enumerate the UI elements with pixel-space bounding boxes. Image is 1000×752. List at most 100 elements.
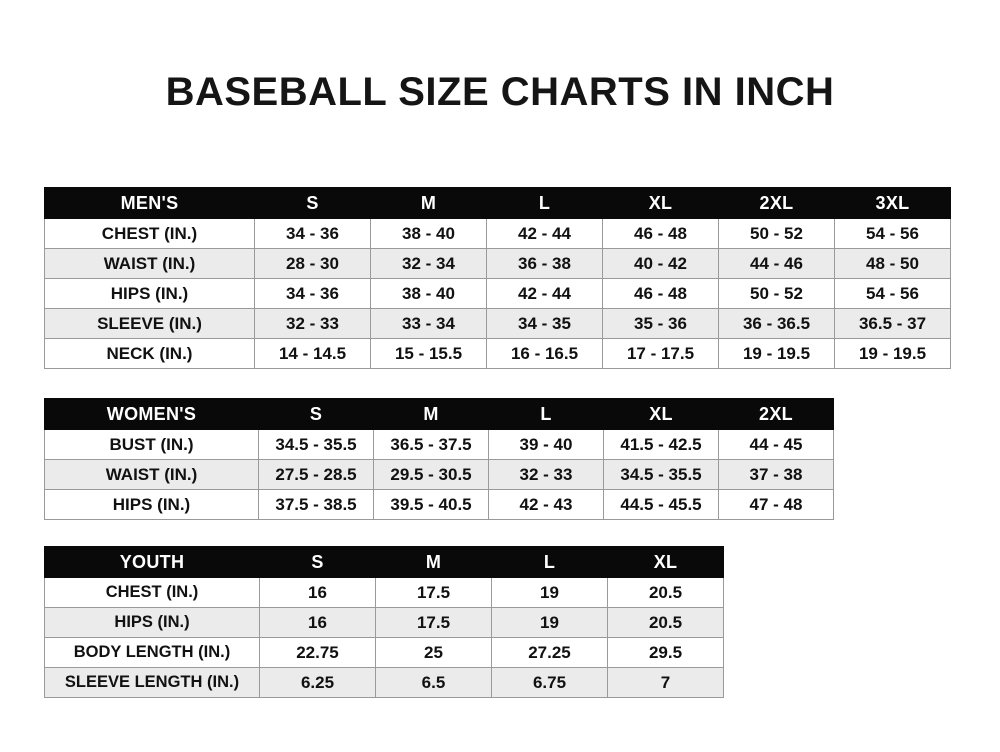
mens-header-size-xl: XL <box>602 187 719 219</box>
cell-value: 47 - 48 <box>718 489 834 520</box>
cell-value: 44 - 46 <box>718 248 835 279</box>
row-label: NECK (IN.) <box>44 338 255 369</box>
row-label: SLEEVE LENGTH (IN.) <box>44 667 260 698</box>
cell-value: 19 - 19.5 <box>718 338 835 369</box>
cell-value: 36.5 - 37 <box>834 308 951 339</box>
cell-value: 36 - 38 <box>486 248 603 279</box>
table-row: SLEEVE (IN.) 32 - 33 33 - 34 34 - 35 35 … <box>44 308 951 339</box>
cell-value: 34 - 35 <box>486 308 603 339</box>
row-label: BODY LENGTH (IN.) <box>44 637 260 668</box>
table-row: NECK (IN.) 14 - 14.5 15 - 15.5 16 - 16.5… <box>44 338 951 369</box>
cell-value: 27.25 <box>491 637 608 668</box>
table-row: WAIST (IN.) 28 - 30 32 - 34 36 - 38 40 -… <box>44 248 951 279</box>
cell-value: 16 <box>259 607 376 638</box>
table-row: BUST (IN.) 34.5 - 35.5 36.5 - 37.5 39 - … <box>44 429 834 460</box>
cell-value: 20.5 <box>607 577 724 608</box>
cell-value: 27.5 - 28.5 <box>258 459 374 490</box>
youth-size-table: YOUTH S M L XL CHEST (IN.) 16 17.5 19 20… <box>44 546 724 698</box>
cell-value: 46 - 48 <box>602 278 719 309</box>
row-label: BUST (IN.) <box>44 429 259 460</box>
cell-value: 41.5 - 42.5 <box>603 429 719 460</box>
womens-header-size-xl: XL <box>603 398 719 430</box>
table-row: WAIST (IN.) 27.5 - 28.5 29.5 - 30.5 32 -… <box>44 459 834 490</box>
cell-value: 20.5 <box>607 607 724 638</box>
cell-value: 6.25 <box>259 667 376 698</box>
cell-value: 19 - 19.5 <box>834 338 951 369</box>
womens-header-size-l: L <box>488 398 604 430</box>
cell-value: 36 - 36.5 <box>718 308 835 339</box>
cell-value: 32 - 33 <box>254 308 371 339</box>
table-row: BODY LENGTH (IN.) 22.75 25 27.25 29.5 <box>44 637 724 668</box>
row-label: HIPS (IN.) <box>44 278 255 309</box>
cell-value: 40 - 42 <box>602 248 719 279</box>
cell-value: 29.5 <box>607 637 724 668</box>
womens-header-size-m: M <box>373 398 489 430</box>
youth-table-header-row: YOUTH S M L XL <box>44 546 724 578</box>
womens-table-header-row: WOMEN'S S M L XL 2XL <box>44 398 834 430</box>
table-row: HIPS (IN.) 16 17.5 19 20.5 <box>44 607 724 638</box>
womens-header-size-s: S <box>258 398 374 430</box>
table-row: CHEST (IN.) 16 17.5 19 20.5 <box>44 577 724 608</box>
cell-value: 54 - 56 <box>834 218 951 249</box>
table-row: SLEEVE LENGTH (IN.) 6.25 6.5 6.75 7 <box>44 667 724 698</box>
cell-value: 16 <box>259 577 376 608</box>
cell-value: 17 - 17.5 <box>602 338 719 369</box>
cell-value: 37.5 - 38.5 <box>258 489 374 520</box>
cell-value: 34.5 - 35.5 <box>603 459 719 490</box>
mens-header-size-3xl: 3XL <box>834 187 951 219</box>
row-label: CHEST (IN.) <box>44 218 255 249</box>
mens-header-size-m: M <box>370 187 487 219</box>
youth-header-size-xl: XL <box>607 546 724 578</box>
womens-header-category: WOMEN'S <box>44 398 259 430</box>
cell-value: 39.5 - 40.5 <box>373 489 489 520</box>
youth-header-size-s: S <box>259 546 376 578</box>
mens-header-size-s: S <box>254 187 371 219</box>
cell-value: 29.5 - 30.5 <box>373 459 489 490</box>
cell-value: 54 - 56 <box>834 278 951 309</box>
youth-header-category: YOUTH <box>44 546 260 578</box>
page-title: BASEBALL SIZE CHARTS IN INCH <box>165 70 835 114</box>
cell-value: 16 - 16.5 <box>486 338 603 369</box>
cell-value: 34 - 36 <box>254 218 371 249</box>
row-label: SLEEVE (IN.) <box>44 308 255 339</box>
cell-value: 34.5 - 35.5 <box>258 429 374 460</box>
youth-header-size-m: M <box>375 546 492 578</box>
cell-value: 19 <box>491 607 608 638</box>
youth-header-size-l: L <box>491 546 608 578</box>
cell-value: 34 - 36 <box>254 278 371 309</box>
cell-value: 39 - 40 <box>488 429 604 460</box>
cell-value: 37 - 38 <box>718 459 834 490</box>
table-row: HIPS (IN.) 34 - 36 38 - 40 42 - 44 46 - … <box>44 278 951 309</box>
cell-value: 44.5 - 45.5 <box>603 489 719 520</box>
cell-value: 50 - 52 <box>718 218 835 249</box>
cell-value: 32 - 33 <box>488 459 604 490</box>
cell-value: 35 - 36 <box>602 308 719 339</box>
cell-value: 7 <box>607 667 724 698</box>
cell-value: 25 <box>375 637 492 668</box>
cell-value: 17.5 <box>375 607 492 638</box>
mens-table-header-row: MEN'S S M L XL 2XL 3XL <box>44 187 951 219</box>
cell-value: 28 - 30 <box>254 248 371 279</box>
mens-header-category: MEN'S <box>44 187 255 219</box>
cell-value: 42 - 44 <box>486 278 603 309</box>
cell-value: 36.5 - 37.5 <box>373 429 489 460</box>
mens-size-table: MEN'S S M L XL 2XL 3XL CHEST (IN.) 34 - … <box>44 187 951 369</box>
row-label: CHEST (IN.) <box>44 577 260 608</box>
row-label: WAIST (IN.) <box>44 459 259 490</box>
cell-value: 46 - 48 <box>602 218 719 249</box>
cell-value: 32 - 34 <box>370 248 487 279</box>
mens-header-size-l: L <box>486 187 603 219</box>
cell-value: 15 - 15.5 <box>370 338 487 369</box>
cell-value: 42 - 43 <box>488 489 604 520</box>
table-row: HIPS (IN.) 37.5 - 38.5 39.5 - 40.5 42 - … <box>44 489 834 520</box>
cell-value: 38 - 40 <box>370 278 487 309</box>
cell-value: 42 - 44 <box>486 218 603 249</box>
womens-size-table: WOMEN'S S M L XL 2XL BUST (IN.) 34.5 - 3… <box>44 398 834 520</box>
cell-value: 19 <box>491 577 608 608</box>
cell-value: 6.5 <box>375 667 492 698</box>
row-label: WAIST (IN.) <box>44 248 255 279</box>
mens-header-size-2xl: 2XL <box>718 187 835 219</box>
row-label: HIPS (IN.) <box>44 607 260 638</box>
cell-value: 50 - 52 <box>718 278 835 309</box>
